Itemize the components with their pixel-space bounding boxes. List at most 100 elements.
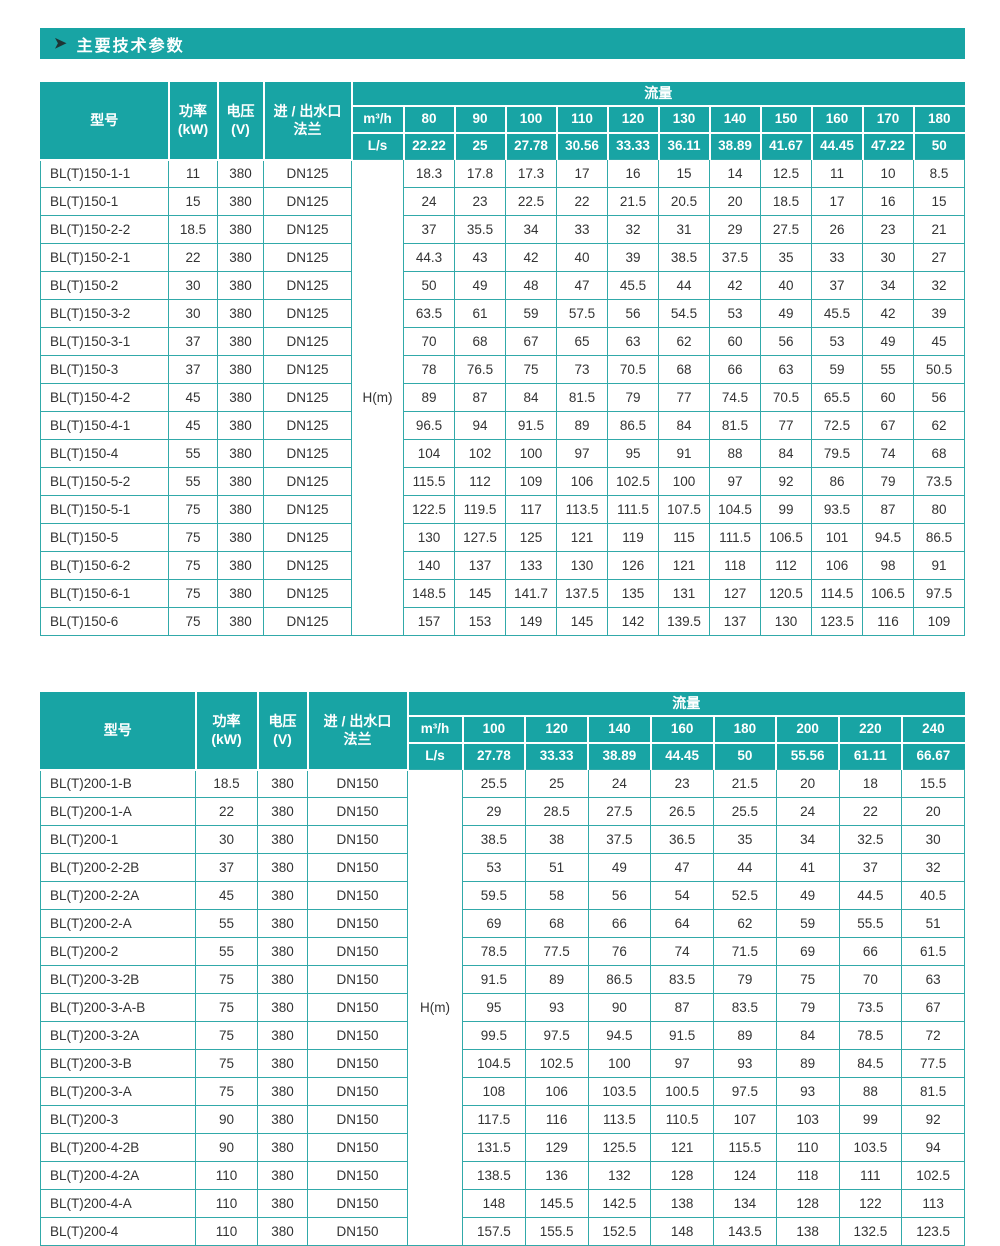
head-value-cell: 131.5 — [462, 1133, 526, 1162]
flange-cell: DN150 — [307, 1077, 408, 1106]
table-row: BL(T)150-3-1 37 380 DN125 70 68 67 65 63 62 60 56 53… — [40, 327, 965, 356]
head-value-cell: 21.5 — [713, 769, 777, 798]
head-value-cell: 74.5 — [709, 383, 761, 412]
voltage-cell: 380 — [257, 797, 308, 826]
power-cell: 90 — [195, 1133, 258, 1162]
head-value-cell: 49 — [587, 853, 652, 882]
head-value-cell: 34 — [505, 215, 557, 244]
head-value-cell: 16 — [607, 159, 659, 188]
power-cell: 55 — [168, 467, 218, 496]
table-row: BL(T)150-4 55 380 DN125 104 102 100 97 95 91 88 84 7… — [40, 439, 965, 468]
head-value-cell: 155.5 — [524, 1217, 589, 1246]
head-value-cell: 112 — [454, 467, 506, 496]
col-header-model: 型号 — [40, 692, 197, 771]
head-value-cell: 126 — [607, 551, 659, 580]
head-value-cell: 35.5 — [454, 215, 506, 244]
head-value-cell: 51 — [901, 909, 965, 938]
head-value-cell: 100 — [505, 439, 557, 468]
head-value-cell: 53 — [709, 299, 761, 328]
head-value-cell: 92 — [760, 467, 812, 496]
power-cell: 110 — [195, 1161, 258, 1190]
col-header-voltage: 电压 (V) — [257, 692, 309, 771]
head-value-cell: 59 — [505, 299, 557, 328]
m3h-value: 160 — [811, 105, 864, 134]
head-value-cell: 56 — [587, 881, 652, 910]
head-value-cell: 108 — [462, 1077, 526, 1106]
head-value-cell: 54.5 — [658, 299, 710, 328]
m3h-value: 180 — [713, 715, 778, 744]
head-value-cell: 30 — [862, 243, 914, 272]
head-value-cell: 68 — [658, 355, 710, 384]
model-cell: BL(T)150-3 — [40, 355, 169, 384]
head-value-cell: 91.5 — [505, 411, 557, 440]
head-value-cell: 96.5 — [403, 411, 455, 440]
m3h-value: 100 — [462, 715, 527, 744]
head-value-cell: 30 — [901, 825, 965, 854]
head-value-cell: 84 — [505, 383, 557, 412]
power-cell: 45 — [168, 411, 218, 440]
head-value-cell: 77 — [658, 383, 710, 412]
head-value-cell: 18.3 — [403, 159, 455, 188]
head-value-cell: 15.5 — [901, 769, 965, 798]
flange-cell: DN125 — [263, 243, 352, 272]
head-value-cell: 83.5 — [713, 993, 777, 1022]
head-value-cell: 117 — [505, 495, 557, 524]
flange-cell: DN150 — [307, 853, 408, 882]
model-cell: BL(T)150-3-1 — [40, 327, 169, 356]
head-value-cell: 49 — [454, 271, 506, 300]
table-gap — [40, 636, 965, 692]
head-value-cell: 62 — [713, 909, 777, 938]
head-value-cell: 56 — [607, 299, 659, 328]
head-value-cell: 98 — [862, 551, 914, 580]
head-value-cell: 12.5 — [760, 159, 812, 188]
power-cell: 37 — [168, 355, 218, 384]
head-value-cell: 93 — [524, 993, 589, 1022]
head-value-cell: 32 — [913, 271, 965, 300]
m3h-value: 240 — [901, 715, 965, 744]
head-value-cell: 61.5 — [901, 937, 965, 966]
head-value-cell: 42 — [505, 243, 557, 272]
model-cell: BL(T)200-3-2A — [40, 1021, 196, 1050]
head-value-cell: 60 — [862, 383, 914, 412]
head-value-cell: 140 — [403, 551, 455, 580]
head-value-cell: 26.5 — [650, 797, 714, 826]
head-value-cell: 81.5 — [709, 411, 761, 440]
ls-value: 50 — [713, 742, 778, 770]
ls-value: 38.89 — [588, 742, 652, 770]
model-cell: BL(T)150-1 — [40, 187, 169, 216]
m3h-value: 80 — [403, 105, 456, 134]
head-value-cell: 29 — [462, 797, 526, 826]
model-cell: BL(T)200-2-A — [40, 909, 196, 938]
head-value-cell: 121 — [658, 551, 710, 580]
table-row: BL(T)200-3-A 75 380 DN150 108 106 103.5 100.5 97… — [40, 1077, 965, 1106]
power-cell: 22 — [168, 243, 218, 272]
head-m-label: H(m) — [351, 159, 404, 636]
header-row-ls: L/s 22.22 25 27.78 30.56 33.33 36.11 38.89 41.6… — [41, 132, 965, 160]
voltage-cell: 380 — [257, 1105, 308, 1134]
model-cell: BL(T)200-4-A — [40, 1189, 196, 1218]
head-value-cell: 138 — [775, 1217, 840, 1246]
head-value-cell: 148.5 — [403, 579, 455, 608]
head-value-cell: 45.5 — [811, 299, 863, 328]
m3h-value: 130 — [658, 105, 711, 134]
head-value-cell: 103 — [775, 1105, 840, 1134]
head-value-cell: 89 — [556, 411, 608, 440]
head-value-cell: 66 — [709, 355, 761, 384]
head-value-cell: 148 — [462, 1189, 526, 1218]
power-cell: 75 — [195, 965, 258, 994]
head-value-cell: 44 — [713, 853, 777, 882]
voltage-cell: 380 — [217, 495, 264, 524]
head-value-cell: 77.5 — [901, 1049, 965, 1078]
head-value-cell: 104.5 — [709, 495, 761, 524]
head-value-cell: 93 — [713, 1049, 777, 1078]
head-value-cell: 42 — [862, 299, 914, 328]
head-value-cell: 97 — [650, 1049, 714, 1078]
head-value-cell: 8.5 — [913, 159, 965, 188]
flange-cell: DN150 — [307, 1217, 408, 1246]
head-value-cell: 63 — [760, 355, 812, 384]
head-value-cell: 114.5 — [811, 579, 863, 608]
head-value-cell: 38 — [524, 825, 589, 854]
m3h-value: 200 — [776, 715, 840, 744]
head-value-cell: 89 — [403, 383, 455, 412]
head-value-cell: 23 — [454, 187, 506, 216]
